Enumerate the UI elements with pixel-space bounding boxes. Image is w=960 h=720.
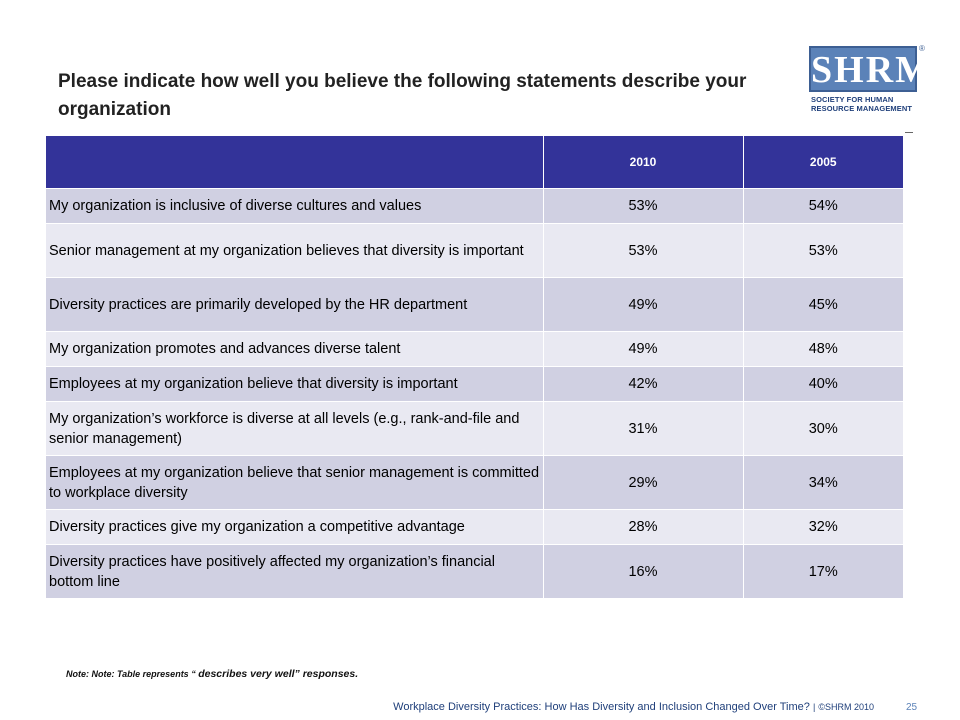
- note-emphasis: describes very well” responses.: [198, 668, 359, 680]
- divider: [905, 132, 913, 133]
- value-2010: 49%: [542, 277, 743, 332]
- note-prefix: Note: Note: Table represents “: [66, 669, 196, 679]
- page-number: 25: [906, 702, 918, 713]
- header-2005: 2005: [742, 136, 903, 189]
- row-label: Diversity practices are primarily develo…: [46, 277, 543, 332]
- shrm-logo-line2: RESOURCE MANAGEMENT: [811, 104, 913, 113]
- table-row: Senior management at my organization bel…: [46, 223, 903, 278]
- value-2005: 17%: [742, 544, 903, 598]
- value-2005: 30%: [742, 401, 903, 456]
- header-2010: 2010: [542, 136, 743, 189]
- table-row: Diversity practices have positively affe…: [46, 544, 903, 598]
- value-2010: 53%: [542, 223, 743, 278]
- shrm-logo-text: SOCIETY FOR HUMAN RESOURCE MANAGEMENT: [811, 95, 921, 113]
- value-2005: 53%: [742, 223, 903, 278]
- value-2005: 40%: [742, 366, 903, 402]
- shrm-logo-mark: SHRM: [809, 46, 931, 92]
- row-label: Diversity practices have positively affe…: [46, 544, 543, 598]
- value-2005: 54%: [742, 188, 903, 224]
- table-row: My organization promotes and advances di…: [46, 331, 903, 367]
- results-table: 2010 2005 My organization is inclusive o…: [46, 136, 903, 598]
- value-2010: 42%: [542, 366, 743, 402]
- table-note: Note: Note: Table represents “ describes…: [66, 668, 358, 680]
- row-label: Employees at my organization believe tha…: [46, 455, 543, 510]
- value-2010: 29%: [542, 455, 743, 510]
- table-row: Diversity practices give my organization…: [46, 509, 903, 545]
- value-2010: 49%: [542, 331, 743, 367]
- slide-title: Please indicate how well you believe the…: [58, 71, 747, 120]
- header-statement: [46, 136, 543, 189]
- value-2005: 32%: [742, 509, 903, 545]
- value-2010: 31%: [542, 401, 743, 456]
- value-2005: 48%: [742, 331, 903, 367]
- footer-copyright: ©SHRM 2010: [818, 702, 874, 712]
- row-label: My organization’s workforce is diverse a…: [46, 401, 543, 456]
- row-label: Employees at my organization believe tha…: [46, 366, 543, 402]
- table-header-row: 2010 2005: [46, 136, 903, 189]
- table-row: My organization’s workforce is diverse a…: [46, 401, 903, 456]
- value-2010: 53%: [542, 188, 743, 224]
- shrm-logo-line1: SOCIETY FOR HUMAN: [811, 95, 894, 104]
- footer: Workplace Diversity Practices: How Has D…: [393, 701, 874, 713]
- row-label: Diversity practices give my organization…: [46, 509, 543, 545]
- table-row: Diversity practices are primarily develo…: [46, 277, 903, 332]
- table-row: My organization is inclusive of diverse …: [46, 188, 903, 224]
- table-row: Employees at my organization believe tha…: [46, 455, 903, 510]
- row-label: My organization is inclusive of diverse …: [46, 188, 543, 224]
- value-2005: 45%: [742, 277, 903, 332]
- shrm-logo: SHRM ® SOCIETY FOR HUMAN RESOURCE MANAGE…: [809, 44, 931, 132]
- row-label: My organization promotes and advances di…: [46, 331, 543, 367]
- value-2005: 34%: [742, 455, 903, 510]
- footer-separator: |: [812, 702, 816, 712]
- value-2010: 16%: [542, 544, 743, 598]
- value-2010: 28%: [542, 509, 743, 545]
- registered-mark: ®: [919, 44, 925, 53]
- table-row: Employees at my organization believe tha…: [46, 366, 903, 402]
- row-label: Senior management at my organization bel…: [46, 223, 543, 278]
- footer-title: Workplace Diversity Practices: How Has D…: [393, 701, 810, 713]
